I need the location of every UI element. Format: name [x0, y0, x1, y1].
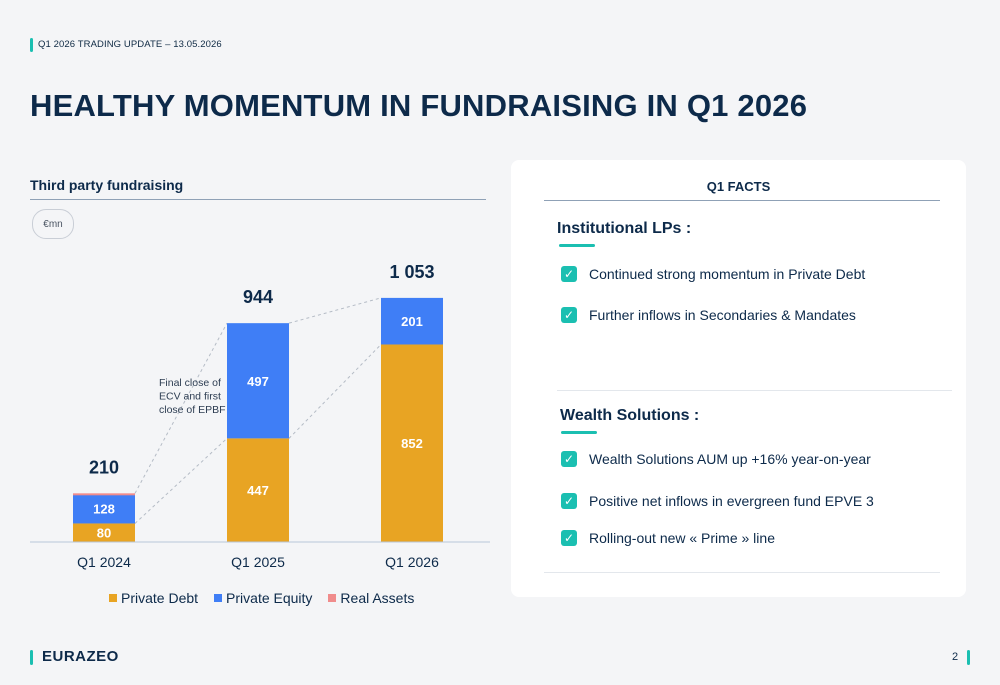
bar-private-debt — [381, 344, 443, 542]
legend-item: Real Assets — [328, 590, 414, 606]
total-connector-line — [288, 297, 382, 324]
legend-swatch — [328, 594, 337, 602]
bar-value-label: 497 — [247, 374, 269, 389]
private-debt-connector-line — [134, 438, 228, 524]
legend-swatch — [214, 594, 223, 602]
bar-real-assets — [73, 493, 135, 496]
checkmark-icon: ✓ — [561, 266, 577, 282]
chart-title-rule — [30, 199, 486, 200]
fact-text: Continued strong momentum in Private Deb… — [589, 266, 866, 282]
bar-value-label: 128 — [93, 502, 115, 517]
footer-accent-bar — [30, 650, 33, 665]
bar-value-label: 80 — [97, 526, 111, 541]
bar-private-equity — [227, 323, 289, 439]
panel-title-rule — [544, 200, 940, 201]
fact-item: ✓ Rolling-out new « Prime » line — [561, 530, 775, 546]
section-accent-institutional — [559, 244, 595, 247]
fact-text: Rolling-out new « Prime » line — [589, 530, 775, 546]
bar-annotation: Final close of ECV and first close of EPBF — [159, 377, 226, 416]
section-title-institutional: Institutional LPs : — [557, 220, 692, 237]
fact-item: ✓ Further inflows in Secondaries & Manda… — [561, 307, 856, 323]
legend-label: Private Debt — [121, 590, 199, 606]
legend-label: Real Assets — [340, 590, 415, 606]
section-accent-wealth — [561, 431, 597, 434]
page-number: 2 — [952, 651, 959, 663]
fact-item: ✓ Positive net inflows in evergreen fund… — [561, 493, 874, 509]
chart-title: Third party fundraising — [30, 177, 184, 193]
checkmark-icon: ✓ — [561, 451, 577, 467]
checkmark-icon: ✓ — [561, 493, 577, 509]
legend-item: Private Equity — [214, 590, 312, 606]
q1-facts-panel: Q1 FACTS Institutional LPs : ✓ Continued… — [511, 160, 966, 597]
fact-text: Further inflows in Secondaries & Mandate… — [589, 307, 856, 323]
checkmark-icon: ✓ — [561, 307, 577, 323]
eurazeo-logo: EURAZEO — [42, 648, 119, 665]
total-label: 944 — [243, 287, 273, 307]
x-tick-label: Q1 2024 — [77, 554, 131, 570]
x-tick-label: Q1 2025 — [231, 554, 285, 570]
label-group: 80 128 210 Q1 2024 447 497 944 Q1 2025 852 201 1 0… — [77, 262, 439, 570]
bar-group — [73, 297, 443, 542]
bar-value-label: 852 — [401, 436, 423, 451]
x-tick-label: Q1 2026 — [385, 554, 439, 570]
unit-badge: €mn — [32, 209, 74, 239]
chart-legend: Private Debt Private Equity Real Assets — [109, 590, 414, 606]
total-label: 1 053 — [389, 262, 434, 282]
fact-item: ✓ Continued strong momentum in Private D… — [561, 266, 865, 282]
section-title-wealth: Wealth Solutions : — [560, 407, 700, 424]
section-divider — [557, 390, 952, 391]
bar-private-debt — [227, 438, 289, 542]
total-connector-line — [134, 322, 228, 494]
page-accent-bar — [967, 650, 970, 665]
panel-bottom-rule — [544, 572, 940, 573]
bar-private-debt — [73, 523, 135, 542]
fundraising-bar-chart: 80 128 210 Q1 2024 447 497 944 Q1 2025 852 201 1 0… — [30, 262, 490, 570]
bar-value-label: 447 — [247, 483, 269, 498]
fact-text: Wealth Solutions AUM up +16% year-on-yea… — [589, 451, 871, 467]
checkmark-icon: ✓ — [561, 530, 577, 546]
page-title: HEALTHY MOMENTUM IN FUNDRAISING IN Q1 20… — [30, 88, 808, 123]
private-debt-connector-line — [288, 344, 382, 439]
header-accent-bar — [30, 38, 33, 52]
fact-item: ✓ Wealth Solutions AUM up +16% year-on-y… — [561, 451, 871, 467]
legend-label: Private Equity — [226, 590, 313, 606]
fact-text: Positive net inflows in evergreen fund E… — [589, 493, 874, 509]
bar-connector-lines — [134, 297, 382, 524]
legend-item: Private Debt — [109, 590, 198, 606]
bar-private-equity — [73, 493, 135, 524]
header-label: Q1 2026 TRADING UPDATE – 13.05.2026 — [38, 39, 222, 50]
bar-private-equity — [381, 297, 443, 345]
panel-title: Q1 FACTS — [706, 179, 771, 194]
legend-swatch — [109, 594, 117, 602]
total-label: 210 — [89, 457, 119, 477]
bar-value-label: 201 — [401, 314, 423, 329]
